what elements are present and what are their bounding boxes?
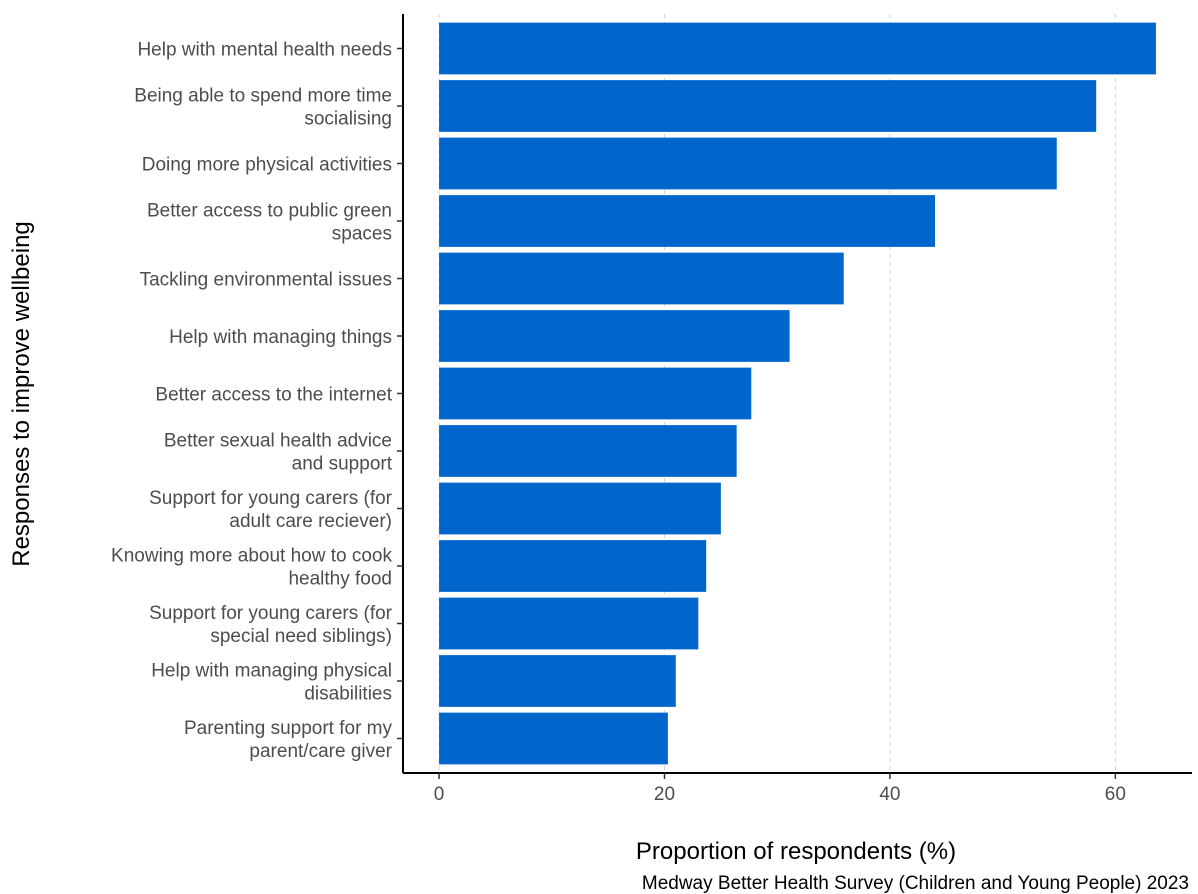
y-tick-label: Tackling environmental issues <box>140 270 392 291</box>
y-tick-label: Doing more physical activities <box>142 155 392 176</box>
bar <box>439 137 1057 190</box>
axes <box>397 14 1192 779</box>
bar <box>439 367 752 420</box>
y-tick-label: Better sexual health advice and support <box>164 431 393 475</box>
y-tick-label: Knowing more about how to cook healthy fo… <box>111 546 392 590</box>
chart-caption: Medway Better Health Survey (Children an… <box>642 873 1189 894</box>
y-tick-label: Support for young carers (for adult care … <box>149 488 393 532</box>
bar <box>439 22 1156 75</box>
x-tick-label: 20 <box>654 784 675 805</box>
x-axis-title: Proportion of respondents (%) <box>636 838 956 865</box>
x-tick-label: 0 <box>434 784 445 805</box>
x-tick-labels: 0 20 40 60 <box>434 784 1126 805</box>
y-tick-label: Better access to the internet <box>155 385 392 406</box>
y-tick-labels: Help with mental health needs Being able … <box>111 40 393 763</box>
x-tick-label: 40 <box>879 784 900 805</box>
y-tick-label: Better access to public green spaces <box>147 201 392 245</box>
bar <box>439 540 707 592</box>
y-tick-label: Help with managing physical disabilities <box>151 661 392 705</box>
bar <box>439 712 668 765</box>
x-tick-label: 60 <box>1105 784 1126 805</box>
y-tick-label: Parenting support for my parent/care give… <box>184 718 393 762</box>
bar <box>439 195 936 247</box>
bar <box>439 80 1097 132</box>
y-tick-label: Help with managing things <box>169 327 392 348</box>
bar <box>439 252 844 305</box>
bar <box>439 597 699 650</box>
y-tick-label: Help with mental health needs <box>137 40 392 61</box>
bar <box>439 425 737 477</box>
bar <box>439 310 790 362</box>
bar <box>439 655 676 707</box>
y-axis-title: Responses to improve wellbeing <box>8 221 35 567</box>
y-tick-label: Support for young carers (for special nee… <box>149 603 393 647</box>
bar <box>439 482 721 535</box>
bars <box>439 22 1156 765</box>
y-tick-label: Being able to spend more time socialising <box>134 86 392 130</box>
